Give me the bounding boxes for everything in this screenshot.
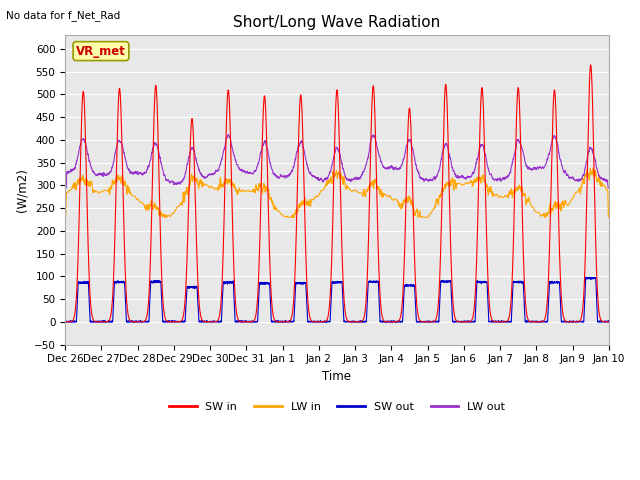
LW in — [429, 207, 436, 213]
SW in — [604, 319, 612, 324]
LW out — [605, 185, 612, 191]
LW out — [429, 178, 436, 183]
SW out — [582, 274, 589, 280]
LW in — [317, 188, 324, 194]
LW out — [61, 185, 69, 191]
LW in — [589, 165, 597, 171]
LW in — [490, 191, 497, 196]
SW out — [317, 318, 324, 324]
SW in — [587, 62, 595, 68]
LW out — [159, 167, 166, 172]
LW out — [604, 185, 612, 191]
SW out — [490, 319, 497, 324]
LW out — [459, 173, 467, 179]
Line: SW out: SW out — [65, 277, 609, 322]
SW out — [429, 319, 436, 324]
SW in — [429, 319, 436, 324]
LW in — [604, 203, 612, 208]
LW in — [605, 215, 612, 220]
SW out — [604, 318, 612, 324]
SW out — [61, 319, 69, 324]
Y-axis label: (W/m2): (W/m2) — [15, 168, 28, 212]
SW in — [490, 319, 497, 324]
SW in — [605, 319, 612, 324]
SW in — [317, 319, 324, 324]
Line: LW in: LW in — [65, 168, 609, 217]
LW out — [317, 176, 324, 181]
SW out — [605, 319, 612, 324]
Legend: SW in, LW in, SW out, LW out: SW in, LW in, SW out, LW out — [164, 397, 509, 416]
LW in — [61, 215, 69, 220]
SW in — [459, 319, 467, 324]
Line: SW in: SW in — [65, 65, 609, 322]
SW in — [61, 319, 69, 324]
SW out — [459, 319, 467, 324]
SW in — [159, 296, 166, 302]
Title: Short/Long Wave Radiation: Short/Long Wave Radiation — [234, 15, 440, 30]
Text: No data for f_Net_Rad: No data for f_Net_Rad — [6, 10, 121, 21]
LW out — [225, 132, 232, 137]
X-axis label: Time: Time — [323, 370, 351, 383]
LW in — [459, 182, 467, 188]
Line: LW out: LW out — [65, 134, 609, 188]
LW out — [490, 176, 497, 182]
Text: VR_met: VR_met — [76, 45, 126, 58]
LW in — [159, 213, 166, 218]
SW out — [159, 319, 166, 324]
